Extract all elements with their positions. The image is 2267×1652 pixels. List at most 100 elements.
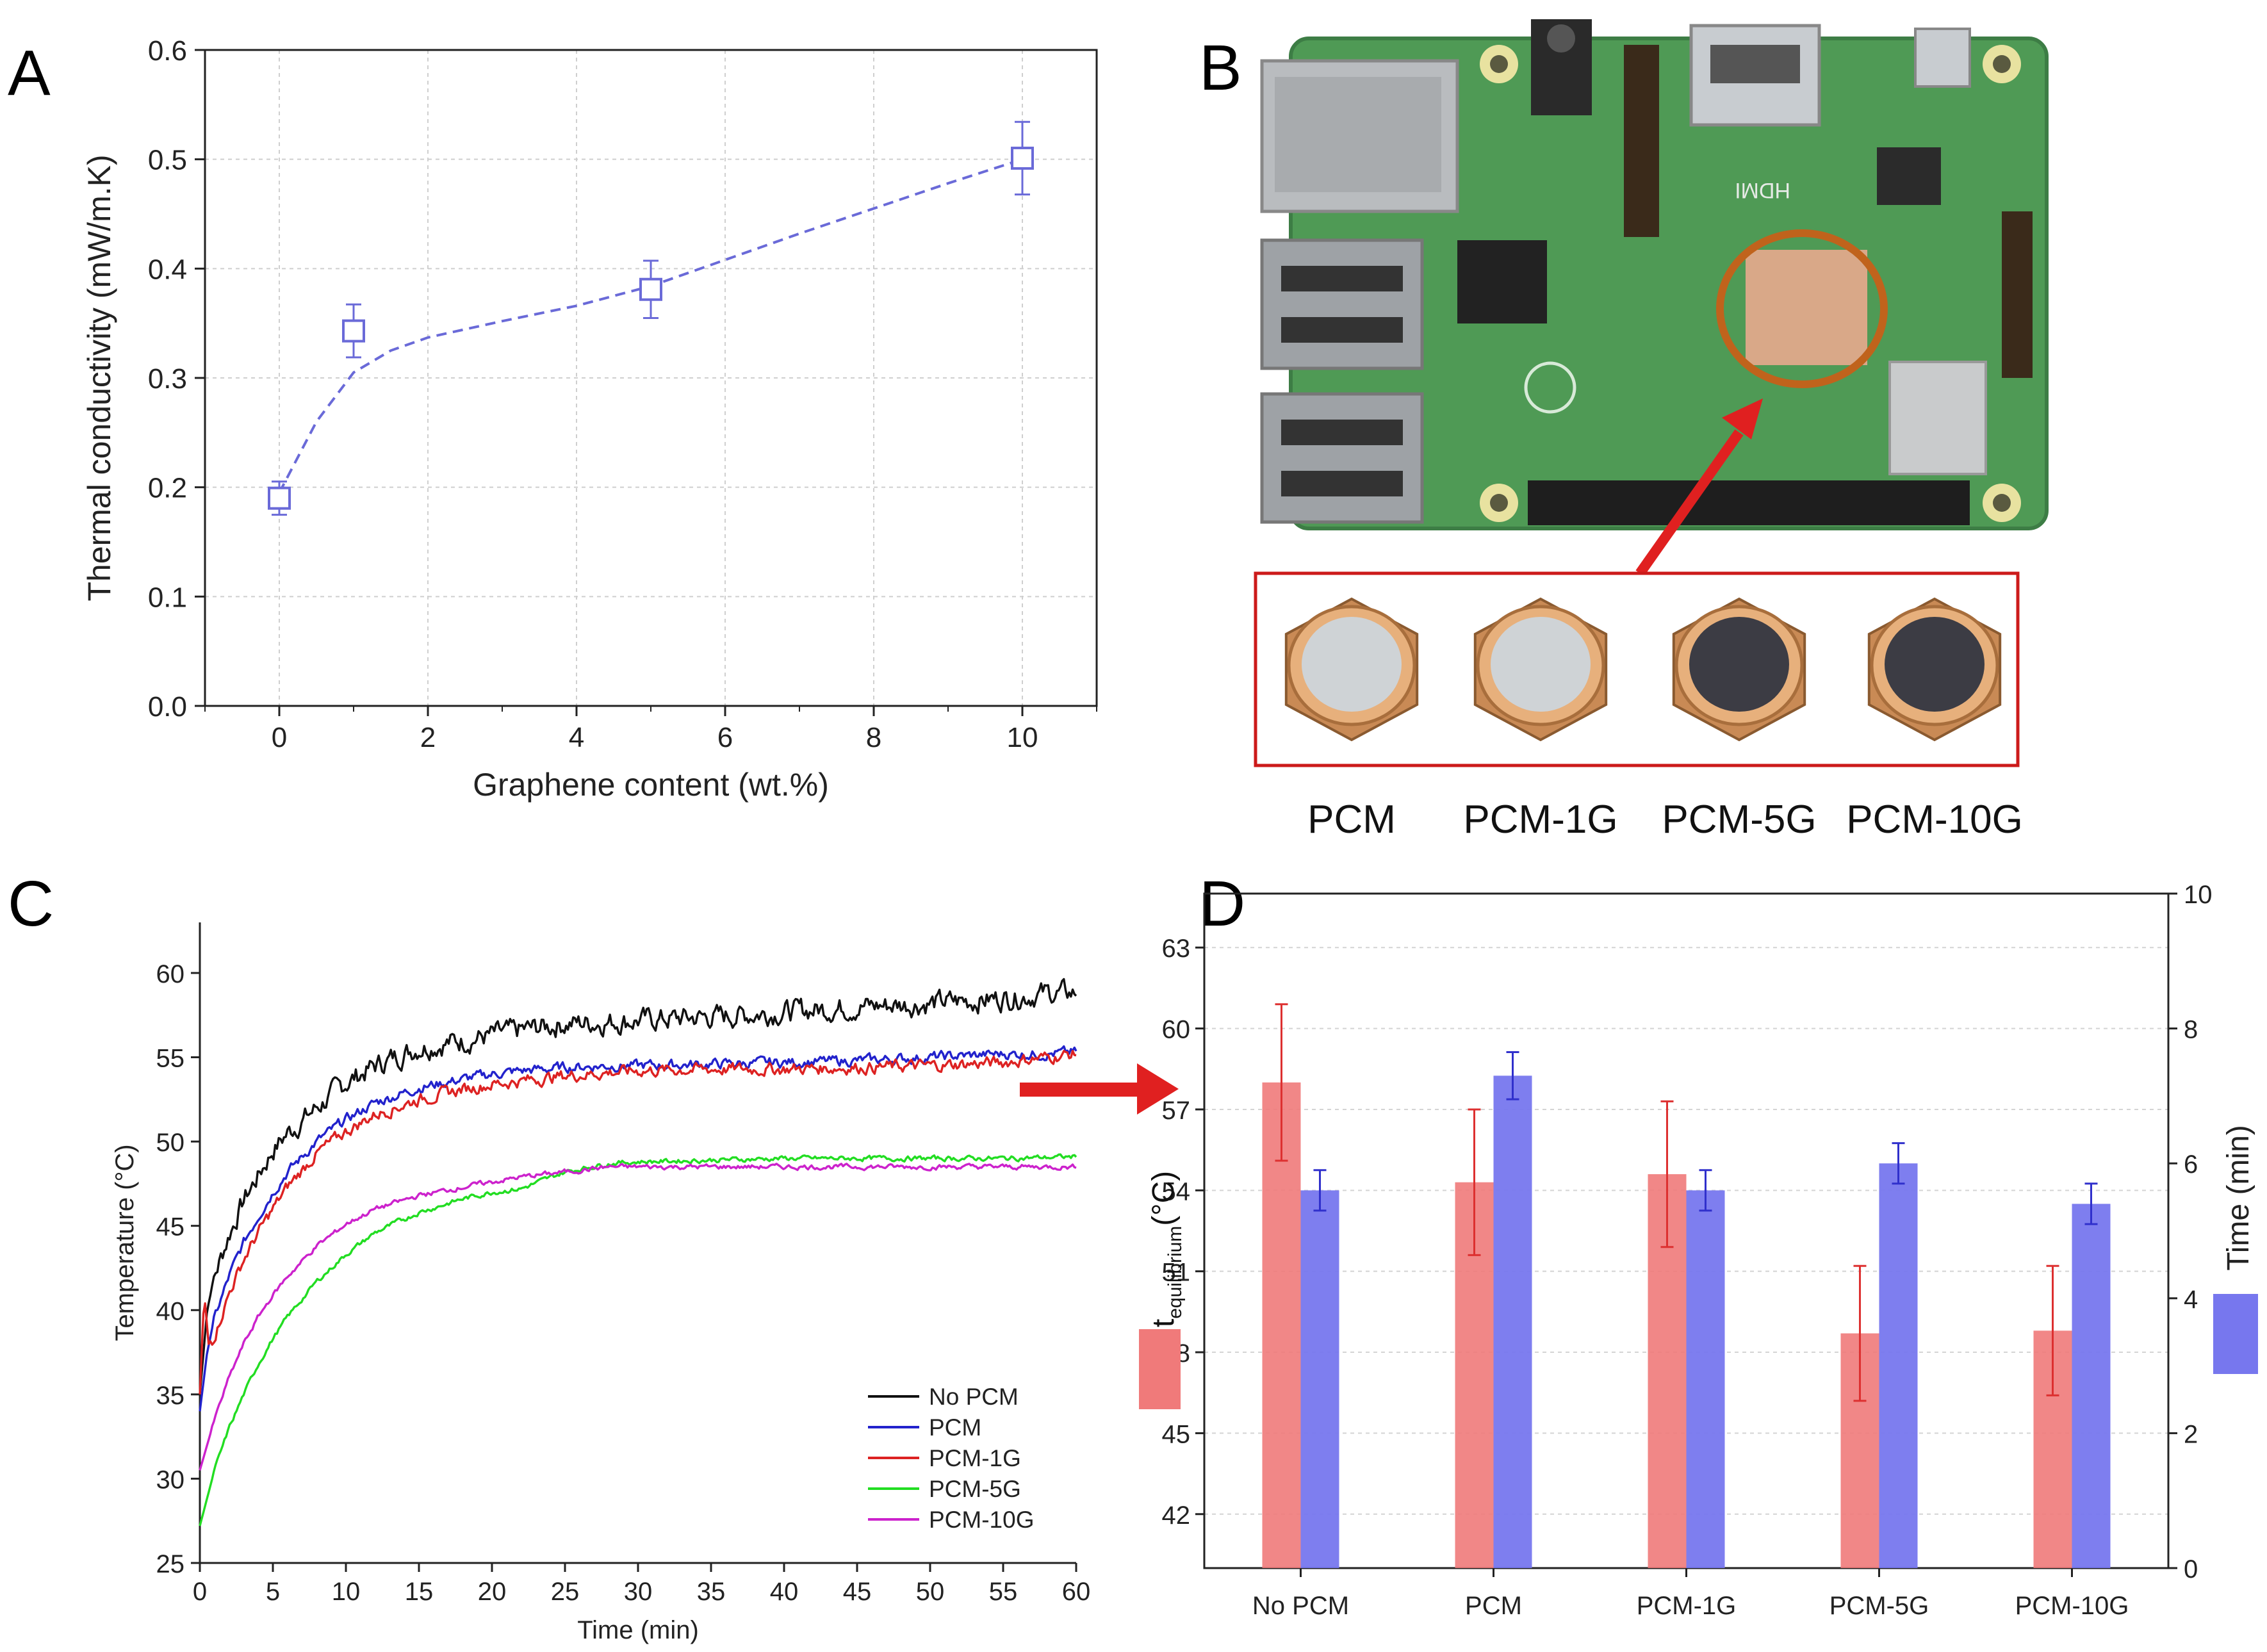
x-tick-label: 2 (420, 722, 436, 753)
data-point (268, 486, 291, 510)
usb-slot (1281, 317, 1403, 343)
x-tick-label: PCM-5G (1829, 1592, 1929, 1620)
x-tick-label: 0 (193, 1578, 207, 1606)
legend-label: PCM-1G (929, 1445, 1021, 1471)
y-tick-label: 0.6 (148, 35, 187, 67)
y-left-tick-label: 57 (1162, 1097, 1191, 1125)
chart-c: 25 30 35 40 45 50 55 60 0 5 10 15 20 25 30 35 40 45 50 55 60… (111, 922, 1090, 1644)
y-axis-label: Thermal conductivity (mW/m.K) (81, 154, 117, 601)
y-tick-label: 0.5 (148, 145, 187, 176)
usb-slot (1281, 420, 1403, 445)
x-tick-label: 15 (405, 1578, 434, 1606)
panel-letter-a: A (8, 37, 51, 109)
y-left-tick-label: 54 (1162, 1177, 1191, 1206)
y-left-tick-label: 63 (1162, 935, 1191, 963)
y-left-label-main: t (1147, 1319, 1181, 1327)
y-right-tick-label: 4 (2184, 1286, 2198, 1314)
photo-panel-b: HDMI PCM PCM-1G PCM-5G PCM-10G (1254, 19, 2049, 842)
circuit-board (1291, 38, 2047, 528)
series-line-pcm (199, 1045, 1077, 1412)
legend-label: PCM-10G (929, 1507, 1034, 1533)
y-tick-label: 45 (156, 1213, 185, 1241)
y-right-tick-label: 0 (2184, 1555, 2198, 1583)
wifi-shield (1888, 361, 1987, 475)
x-axis-label: Graphene content (wt.%) (473, 767, 829, 803)
bar-time (1493, 1075, 1532, 1568)
x-tick-label: 50 (916, 1578, 945, 1606)
x-tick-label: 25 (551, 1578, 580, 1606)
y-left-tick-label: 45 (1162, 1420, 1191, 1448)
data-point (342, 319, 365, 343)
x-tick-label: PCM (1465, 1592, 1522, 1620)
y-tick-label: 35 (156, 1382, 185, 1410)
raspberry-logo (1524, 361, 1576, 414)
x-axis-label: Time (min) (577, 1616, 699, 1644)
x-tick-label: 60 (1062, 1578, 1091, 1606)
mount-hole (1490, 55, 1508, 73)
sample-label: PCM-10G (1846, 797, 2023, 842)
data-point (1011, 146, 1034, 170)
bar-time (1879, 1163, 1918, 1568)
y-tick-label: 50 (156, 1129, 185, 1157)
x-tick-label: 20 (478, 1578, 507, 1606)
audio-jack-hole (1547, 24, 1575, 53)
gpio-header (1528, 480, 1970, 525)
y-left-label-unit: (°C) (1147, 1171, 1181, 1226)
legend-label: PCM (929, 1414, 981, 1441)
y-tick-label: 0.2 (148, 473, 187, 504)
x-tick-label: PCM-1G (1637, 1592, 1737, 1620)
series-line-pcm-10g (199, 1163, 1077, 1471)
x-tick-label: 6 (717, 722, 733, 753)
x-tick-label: 30 (624, 1578, 653, 1606)
sample-core (1302, 617, 1402, 712)
series-line-pcm-1g (199, 1049, 1077, 1394)
sample-core (1491, 617, 1591, 712)
legend-label: PCM-5G (929, 1476, 1021, 1502)
x-tick-label: 8 (866, 722, 881, 753)
y-tick-label: 0.3 (148, 363, 187, 395)
arrow-c-to-d-head (1137, 1063, 1179, 1115)
legend-swatch-t-equilibrium (1139, 1329, 1181, 1409)
y-left-label-sub: equilibrium (1165, 1226, 1186, 1319)
sample-label: PCM-5G (1662, 797, 1816, 842)
fit-curve (278, 158, 1023, 494)
processor-chip (1746, 250, 1867, 365)
panel-letter-c: C (8, 868, 54, 940)
bar-time (1686, 1190, 1725, 1568)
legend-swatch-time (2213, 1294, 2258, 1374)
y-left-axis-label: tequilibrium(°C) (1147, 1171, 1186, 1327)
y-tick-label: 0.4 (148, 254, 187, 285)
sample-core (1885, 617, 1985, 712)
y-right-axis-label: Time (min) (2222, 1125, 2255, 1271)
y-left-tick-label: 60 (1162, 1016, 1191, 1044)
y-right-tick-label: 8 (2184, 1016, 2198, 1044)
legend-label: No PCM (929, 1384, 1019, 1410)
x-tick-label: No PCM (1252, 1592, 1349, 1620)
x-tick-label: 10 (332, 1578, 361, 1606)
y-tick-label: 0.0 (148, 691, 187, 723)
x-tick-label: 10 (1007, 722, 1038, 753)
camera-connector (1624, 45, 1659, 237)
usb-port (1260, 392, 1424, 524)
y-tick-label: 60 (156, 960, 185, 988)
usb-slot (1281, 471, 1403, 496)
chart-a: 0.0 0.1 0.2 0.3 0.4 0.5 0.6 0 2 4 6 8 10 Graphene con… (81, 35, 1098, 803)
series-line-pcm-5g (199, 1153, 1077, 1526)
display-connector (2002, 211, 2033, 378)
x-tick-label: 55 (989, 1578, 1018, 1606)
mount-hole (1993, 55, 2011, 73)
y-axis-label: Temperature (°C) (111, 1144, 139, 1341)
x-tick-label: PCM-10G (2015, 1592, 2129, 1620)
small-chip (1877, 147, 1941, 205)
mount-hole (1490, 494, 1508, 512)
y-right-tick-label: 6 (2184, 1150, 2198, 1179)
bar-t-equilibrium (1262, 1082, 1301, 1568)
sample-label: PCM-1G (1463, 797, 1617, 842)
processor-highlight-ring (1716, 229, 1888, 388)
data-point (639, 277, 662, 301)
x-tick-label: 5 (266, 1578, 280, 1606)
chart-d: 42454851545760630246810No PCMPCMPCM-1GPC… (1139, 881, 2258, 1620)
bar-time (2072, 1204, 2111, 1568)
hdmi-port-inner (1710, 45, 1800, 83)
